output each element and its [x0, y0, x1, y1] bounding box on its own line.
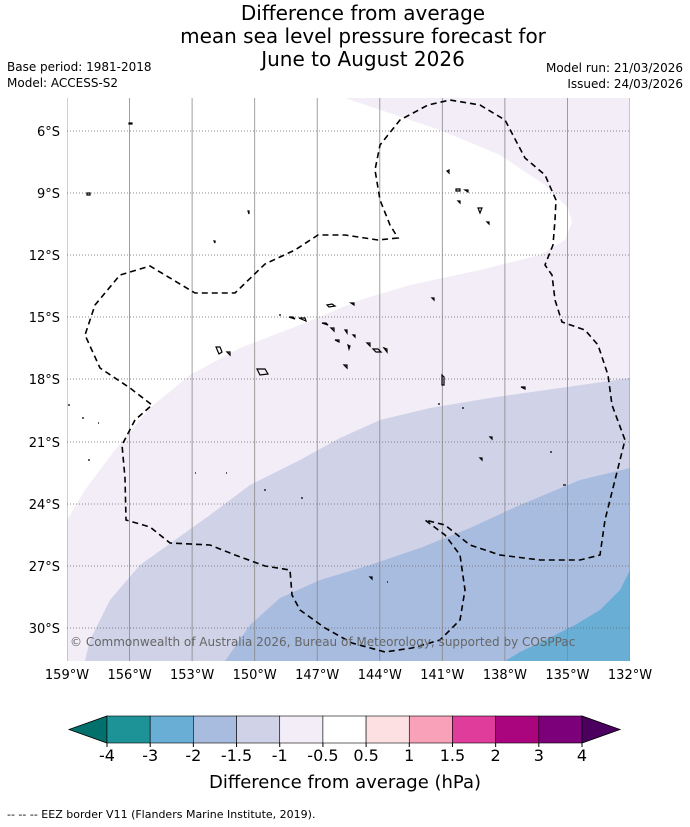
colorbar: -4 -3 -2 -1.5 -1 -0.5 0.5 1 1.5 2 3 4 Difference fr…: [67, 715, 622, 793]
model-info: Base period: 1981-2018 Model: ACCESS-S2: [7, 59, 152, 91]
colorbar-tick-label: 4: [577, 746, 587, 765]
latitude-labels: 6°S 9°S 12°S 15°S 18°S 21°S 24°S 27°S 30…: [29, 125, 60, 637]
colorbar-segment: [193, 715, 237, 744]
issued-date: Issued: 24/03/2026: [567, 77, 683, 91]
band-near-average: [67, 98, 572, 520]
lon-label: 156°W: [108, 668, 152, 683]
colorbar-tick-label: -3: [142, 746, 158, 765]
colorbar-over-arrow: [581, 715, 622, 744]
colorbar-tick-label: 1: [404, 746, 414, 765]
lat-label: 27°S: [29, 560, 60, 575]
eez-legend-note: -- -- -- EEZ border V11 (Flanders Marine…: [7, 808, 316, 821]
colorbar-segment: [452, 715, 496, 744]
colorbar-segment: [106, 715, 151, 744]
colorbar-segments: [106, 715, 583, 744]
colorbar-tick-label: -0.5: [307, 746, 338, 765]
parallels: [67, 130, 630, 629]
lon-label: 150°W: [233, 668, 277, 683]
colorbar-ticks: -4 -3 -2 -1.5 -1 -0.5 0.5 1 1.5 2 3 4: [99, 743, 587, 765]
colorbar-tick-label: 2: [491, 746, 501, 765]
colorbar-tick-label: -4: [99, 746, 115, 765]
copyright-notice: © Commonwealth of Australia 2026, Bureau…: [70, 635, 575, 649]
model-run: Model run: 21/03/2026: [545, 61, 683, 75]
colorbar-segment: [236, 715, 281, 744]
lon-label: 138°W: [483, 668, 527, 683]
colorbar-tick-label: -1: [272, 746, 288, 765]
lat-label: 15°S: [29, 311, 60, 326]
title-line-2: mean sea level pressure forecast for: [180, 24, 546, 48]
colorbar-segment: [149, 715, 194, 744]
colorbar-title: Difference from average (hPa): [209, 772, 481, 793]
colorbar-under-arrow: [67, 715, 108, 744]
band-minus-2-to-minus-1-5: [225, 468, 630, 661]
colorbar-segment: [279, 715, 324, 744]
lon-label: 153°W: [170, 668, 214, 683]
lon-label: 132°W: [608, 668, 652, 683]
model-name: Model: ACCESS-S2: [7, 76, 119, 90]
colorbar-tick-label: -2: [185, 746, 201, 765]
lat-label: 9°S: [37, 187, 60, 202]
islands: [68, 122, 566, 583]
lat-label: 12°S: [29, 249, 60, 264]
lon-label: 135°W: [545, 668, 589, 683]
lat-label: 24°S: [29, 498, 60, 513]
map-title: Difference from average mean sea level p…: [0, 2, 690, 71]
lat-label: 6°S: [37, 125, 60, 140]
meridians: [67, 98, 630, 661]
lon-label: 159°W: [45, 668, 89, 683]
colorbar-segment: [495, 715, 540, 744]
base-period: Base period: 1981-2018: [7, 60, 152, 74]
lat-label: 30°S: [29, 622, 60, 637]
colorbar-tick-label: 0.5: [353, 746, 378, 765]
colorbar-segment: [365, 715, 410, 744]
lon-label: 144°W: [358, 668, 402, 683]
title-line-1: Difference from average: [240, 1, 486, 25]
run-info: Model run: 21/03/2026 Issued: 24/03/2026: [546, 60, 683, 92]
lon-label: 141°W: [420, 668, 464, 683]
band-minus-3-to-minus-2: [505, 570, 630, 661]
colorbar-segment: [322, 715, 367, 744]
title-line-3: June to August 2026: [261, 47, 465, 71]
colorbar-tick-label: 1.5: [440, 746, 465, 765]
colorbar-tick-label: -1.5: [221, 746, 252, 765]
longitude-labels: 159°W 156°W 153°W 150°W 147°W 144°W 141°…: [45, 668, 652, 683]
colorbar-tick-label: 3: [534, 746, 544, 765]
lon-label: 147°W: [295, 668, 339, 683]
colorbar-segment: [538, 715, 583, 744]
lat-label: 21°S: [29, 436, 60, 451]
map-panel: [67, 98, 630, 661]
colorbar-segment: [408, 715, 453, 744]
lat-label: 18°S: [29, 373, 60, 388]
